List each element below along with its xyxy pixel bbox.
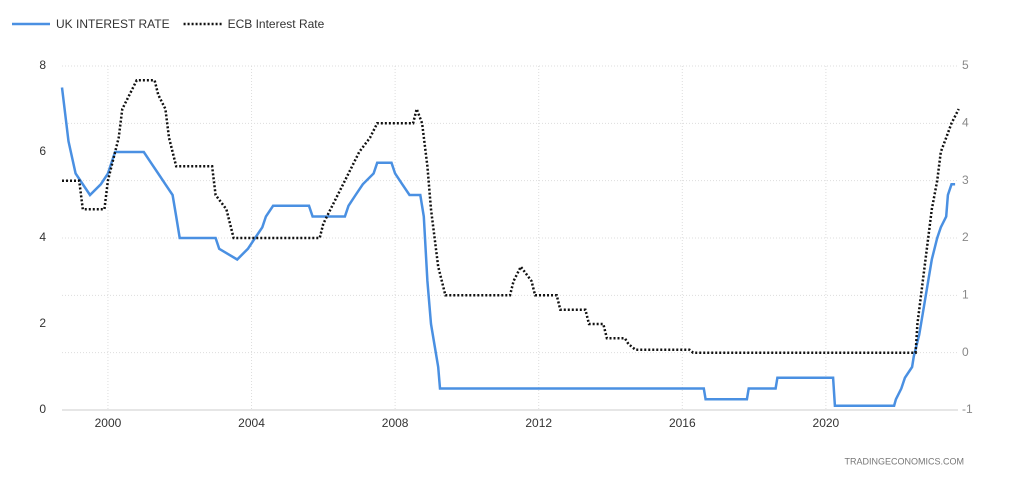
x-tick-label: 2000 [95, 416, 122, 430]
legend-label: ECB Interest Rate [228, 17, 325, 31]
x-tick-label: 2012 [525, 416, 552, 430]
x-tick-label: 2004 [238, 416, 265, 430]
series-line [60, 87, 956, 407]
y2-tick-label: 3 [962, 173, 969, 187]
y2-tick-label: 4 [962, 116, 969, 130]
series-line [62, 79, 960, 354]
y-tick-label: 2 [39, 316, 46, 330]
y-tick-label: 8 [39, 58, 46, 72]
y-tick-label: 4 [39, 230, 46, 244]
x-tick-label: 2020 [813, 416, 840, 430]
y-tick-label: 0 [39, 402, 46, 416]
legend-label: UK INTEREST RATE [56, 17, 170, 31]
x-tick-label: 2016 [669, 416, 696, 430]
y2-tick-label: -1 [962, 402, 973, 416]
x-tick-label: 2008 [382, 416, 409, 430]
y2-tick-label: 5 [962, 58, 969, 72]
y-tick-label: 6 [39, 144, 46, 158]
y2-tick-label: 2 [962, 230, 969, 244]
source: TRADINGECONOMICS.COM [844, 456, 964, 466]
y2-tick-label: 0 [962, 345, 969, 359]
y2-tick-label: 1 [962, 288, 969, 302]
